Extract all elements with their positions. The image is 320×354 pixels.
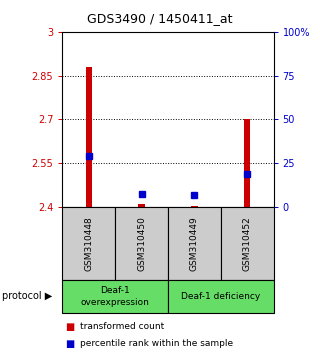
Text: ■: ■	[66, 322, 75, 332]
Text: GSM310450: GSM310450	[137, 216, 146, 271]
Bar	[244, 119, 250, 207]
Text: GSM310449: GSM310449	[190, 216, 199, 271]
Text: protocol ▶: protocol ▶	[2, 291, 52, 302]
Text: GDS3490 / 1450411_at: GDS3490 / 1450411_at	[87, 12, 233, 25]
Bar	[86, 67, 92, 207]
Bar	[139, 204, 145, 207]
Text: Deaf-1
overexpression: Deaf-1 overexpression	[81, 286, 150, 307]
Text: Deaf-1 deficiency: Deaf-1 deficiency	[181, 292, 260, 301]
Text: GSM310448: GSM310448	[84, 216, 93, 271]
Bar	[191, 206, 197, 207]
Text: ■: ■	[66, 339, 75, 349]
Text: percentile rank within the sample: percentile rank within the sample	[80, 339, 233, 348]
Text: GSM310452: GSM310452	[243, 216, 252, 271]
Text: transformed count: transformed count	[80, 322, 164, 331]
